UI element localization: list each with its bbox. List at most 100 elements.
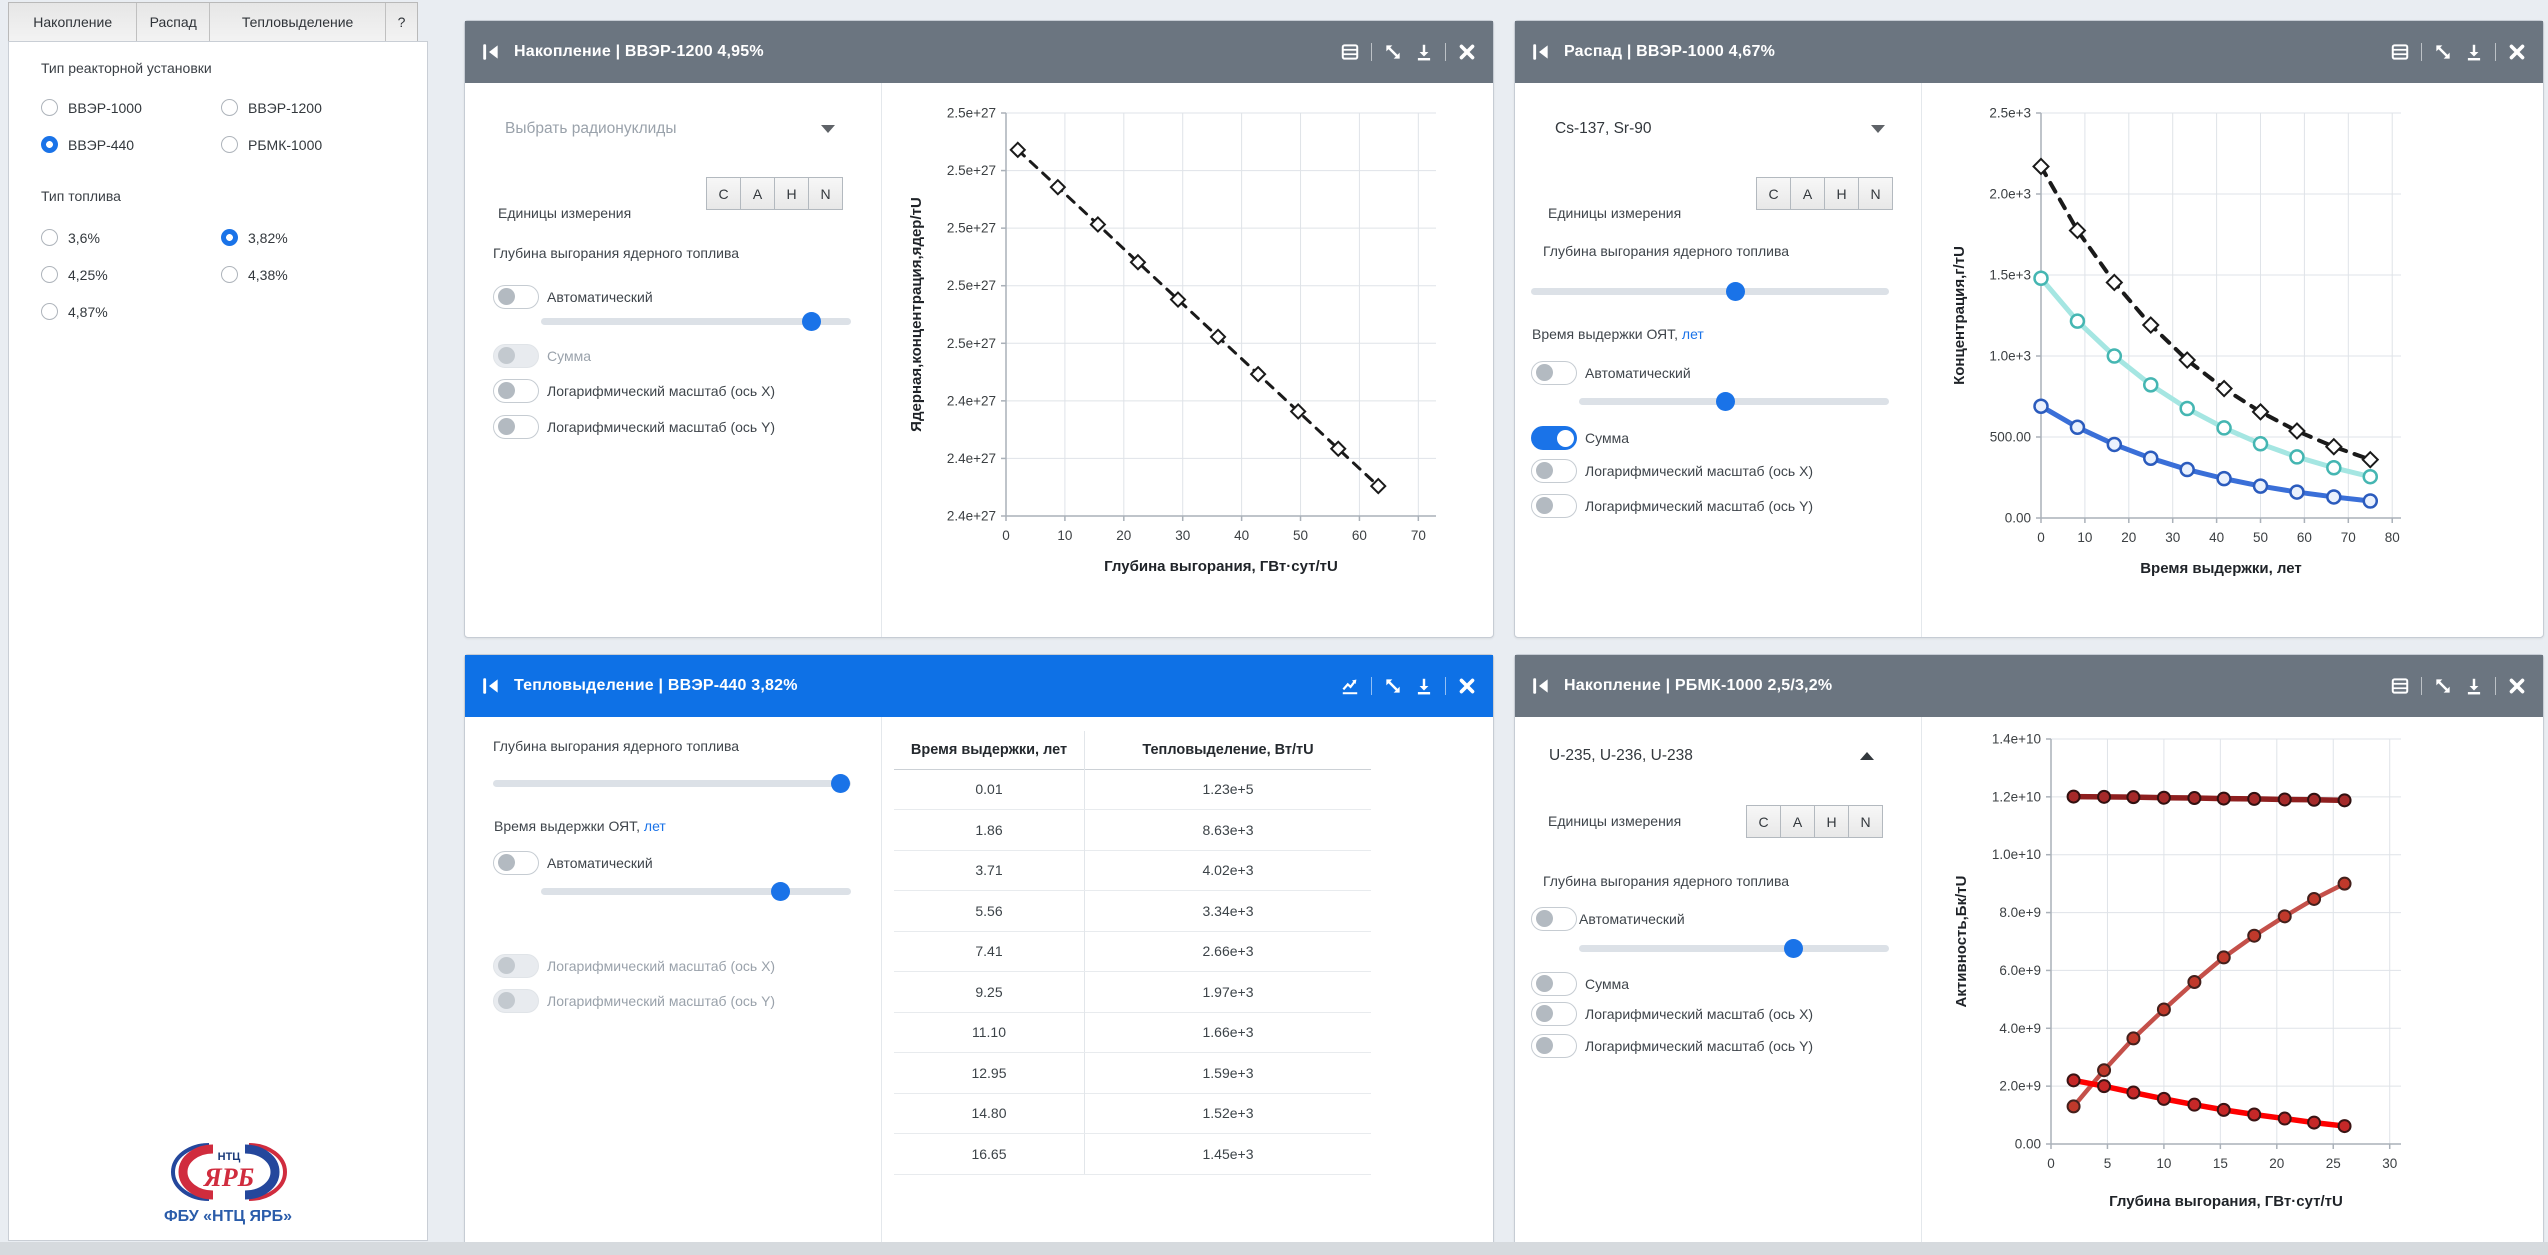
radio-vver-440[interactable]: ВВЭР-440 <box>41 136 134 153</box>
tab-heat[interactable]: Тепловыделение <box>210 3 387 41</box>
tab-help[interactable]: ? <box>397 14 406 30</box>
svg-text:4.0e+9: 4.0e+9 <box>1999 1021 2041 1036</box>
burnup-slider[interactable] <box>1579 938 1889 958</box>
nuclide-select[interactable]: Выбрать радионуклиды <box>505 111 835 147</box>
table-icon[interactable] <box>2390 42 2410 62</box>
download-icon[interactable] <box>2464 42 2484 62</box>
expand-icon[interactable] <box>1383 42 1403 62</box>
radio-vver-1200[interactable]: ВВЭР-1200 <box>221 99 322 116</box>
slider-handle[interactable] <box>770 881 790 901</box>
accumulation-rbmk-chart[interactable]: 0 5 10 15 20 25 30 0.00 2.0e+9 4.0e+9 6.0e+9 8.0e+9… <box>1925 713 2545 1254</box>
panel1-header: Накопление | ВВЭР-1200 4,95% <box>465 21 1493 83</box>
years-unit-link[interactable]: лет <box>643 818 666 834</box>
collapse-left-icon[interactable] <box>1531 676 1551 696</box>
burnup-slider[interactable] <box>1531 281 1889 301</box>
decay-chart[interactable]: 0 10 20 30 40 50 60 70 80 0.00 500.00 1.0e+3 1.5e+3 2… <box>1925 85 2545 637</box>
nuclide-select[interactable]: U-235, U-236, U-238 <box>1549 738 1874 774</box>
radio-fuel-3-6[interactable]: 3,6% <box>41 229 100 246</box>
expand-icon[interactable] <box>2433 42 2453 62</box>
units-button-group: C A H N <box>706 177 843 210</box>
radio-fuel-4-87[interactable]: 4,87% <box>41 303 108 320</box>
sum-toggle[interactable] <box>1531 972 1577 996</box>
svg-text:10: 10 <box>2156 1156 2171 1171</box>
panel-decay-vver1000: Распад | ВВЭР-1000 4,67% Cs-137, Sr-90 Е… <box>1514 20 2544 638</box>
svg-text:1.5e+3: 1.5e+3 <box>1989 268 2031 283</box>
burnup-slider[interactable] <box>541 311 851 331</box>
radio-fuel-4-25[interactable]: 4,25% <box>41 266 108 283</box>
slider-handle[interactable] <box>1726 281 1746 301</box>
unit-n-button[interactable]: N <box>1848 805 1883 838</box>
unit-c-button[interactable]: C <box>1746 805 1781 838</box>
collapse-left-icon[interactable] <box>1531 42 1551 62</box>
table-row: 3.71 4.02e+3 <box>894 850 1371 891</box>
logx-toggle[interactable] <box>1531 1002 1577 1026</box>
svg-text:Глубина выгорания, ГВт·сут/тU: Глубина выгорания, ГВт·сут/тU <box>2109 1193 2343 1210</box>
logx-toggle[interactable] <box>493 379 539 403</box>
radio-rbmk-1000[interactable]: РБМК-1000 <box>221 136 322 153</box>
holding-time-slider[interactable] <box>541 881 851 901</box>
radio-vver-1000[interactable]: ВВЭР-1000 <box>41 99 142 116</box>
svg-text:500.00: 500.00 <box>1990 430 2031 445</box>
sum-toggle[interactable] <box>493 344 539 368</box>
auto-toggle[interactable] <box>1531 361 1577 385</box>
logy-toggle[interactable] <box>1531 1034 1577 1058</box>
unit-h-button[interactable]: H <box>1824 177 1859 210</box>
auto-toggle-label: Автоматический <box>1585 365 1691 381</box>
slider-handle[interactable] <box>801 311 821 331</box>
unit-c-button[interactable]: C <box>1756 177 1791 210</box>
expand-icon[interactable] <box>1383 676 1403 696</box>
holding-time-label: Время выдержки ОЯТ, лет <box>494 818 666 834</box>
radio-fuel-4-38[interactable]: 4,38% <box>221 266 288 283</box>
unit-a-button[interactable]: A <box>1780 805 1815 838</box>
logy-toggle[interactable] <box>493 989 539 1013</box>
collapse-left-icon[interactable] <box>481 676 501 696</box>
download-icon[interactable] <box>2464 676 2484 696</box>
tab-accumulation[interactable]: Накопление <box>9 3 138 41</box>
unit-h-button[interactable]: H <box>774 177 809 210</box>
unit-a-button[interactable]: A <box>740 177 775 210</box>
table-icon[interactable] <box>2390 676 2410 696</box>
unit-a-button[interactable]: A <box>1790 177 1825 210</box>
collapse-left-icon[interactable] <box>481 42 501 62</box>
close-icon[interactable] <box>2507 42 2527 62</box>
auto-toggle[interactable] <box>1531 907 1577 931</box>
unit-c-button[interactable]: C <box>706 177 741 210</box>
auto-toggle[interactable] <box>493 851 539 875</box>
chart-line-icon[interactable] <box>1340 676 1360 696</box>
separator <box>1445 677 1446 695</box>
auto-toggle[interactable] <box>493 285 539 309</box>
svg-text:20: 20 <box>1116 528 1131 543</box>
unit-n-button[interactable]: N <box>808 177 843 210</box>
logx-toggle-label: Логарифмический масштаб (ось X) <box>547 383 776 399</box>
expand-icon[interactable] <box>2433 676 2453 696</box>
close-icon[interactable] <box>1457 42 1477 62</box>
radio-fuel-3-82[interactable]: 3,82% <box>221 229 288 246</box>
unit-h-button[interactable]: H <box>1814 805 1849 838</box>
burnup-slider[interactable] <box>493 773 851 793</box>
logy-toggle[interactable] <box>493 415 539 439</box>
logx-toggle[interactable] <box>493 954 539 978</box>
download-icon[interactable] <box>1414 676 1434 696</box>
logy-toggle[interactable] <box>1531 494 1577 518</box>
download-icon[interactable] <box>1414 42 1434 62</box>
svg-text:6.0e+9: 6.0e+9 <box>1999 963 2041 978</box>
close-icon[interactable] <box>1457 676 1477 696</box>
close-icon[interactable] <box>2507 676 2527 696</box>
holding-time-slider[interactable] <box>1579 391 1889 411</box>
sum-toggle[interactable] <box>1531 426 1577 450</box>
slider-handle[interactable] <box>831 773 851 793</box>
radio-circle-selected <box>221 229 238 246</box>
tab-decay[interactable]: Распад <box>137 3 211 41</box>
table-row: 11.10 1.66e+3 <box>894 1012 1371 1053</box>
logx-toggle[interactable] <box>1531 459 1577 483</box>
unit-n-button[interactable]: N <box>1858 177 1893 210</box>
table-icon[interactable] <box>1340 42 1360 62</box>
radio-circle <box>41 99 58 116</box>
slider-handle[interactable] <box>1783 938 1803 958</box>
table-row: 7.41 2.66e+3 <box>894 931 1371 972</box>
svg-text:1.2e+10: 1.2e+10 <box>1992 789 2041 804</box>
slider-handle[interactable] <box>1715 391 1735 411</box>
nuclide-select[interactable]: Cs-137, Sr-90 <box>1555 111 1885 147</box>
accumulation-chart[interactable]: 0 10 20 30 40 50 60 70 2.4e+27 2.4e+27 2.4e+27 2.5e… <box>885 85 1487 637</box>
years-unit-link[interactable]: лет <box>1681 326 1704 342</box>
